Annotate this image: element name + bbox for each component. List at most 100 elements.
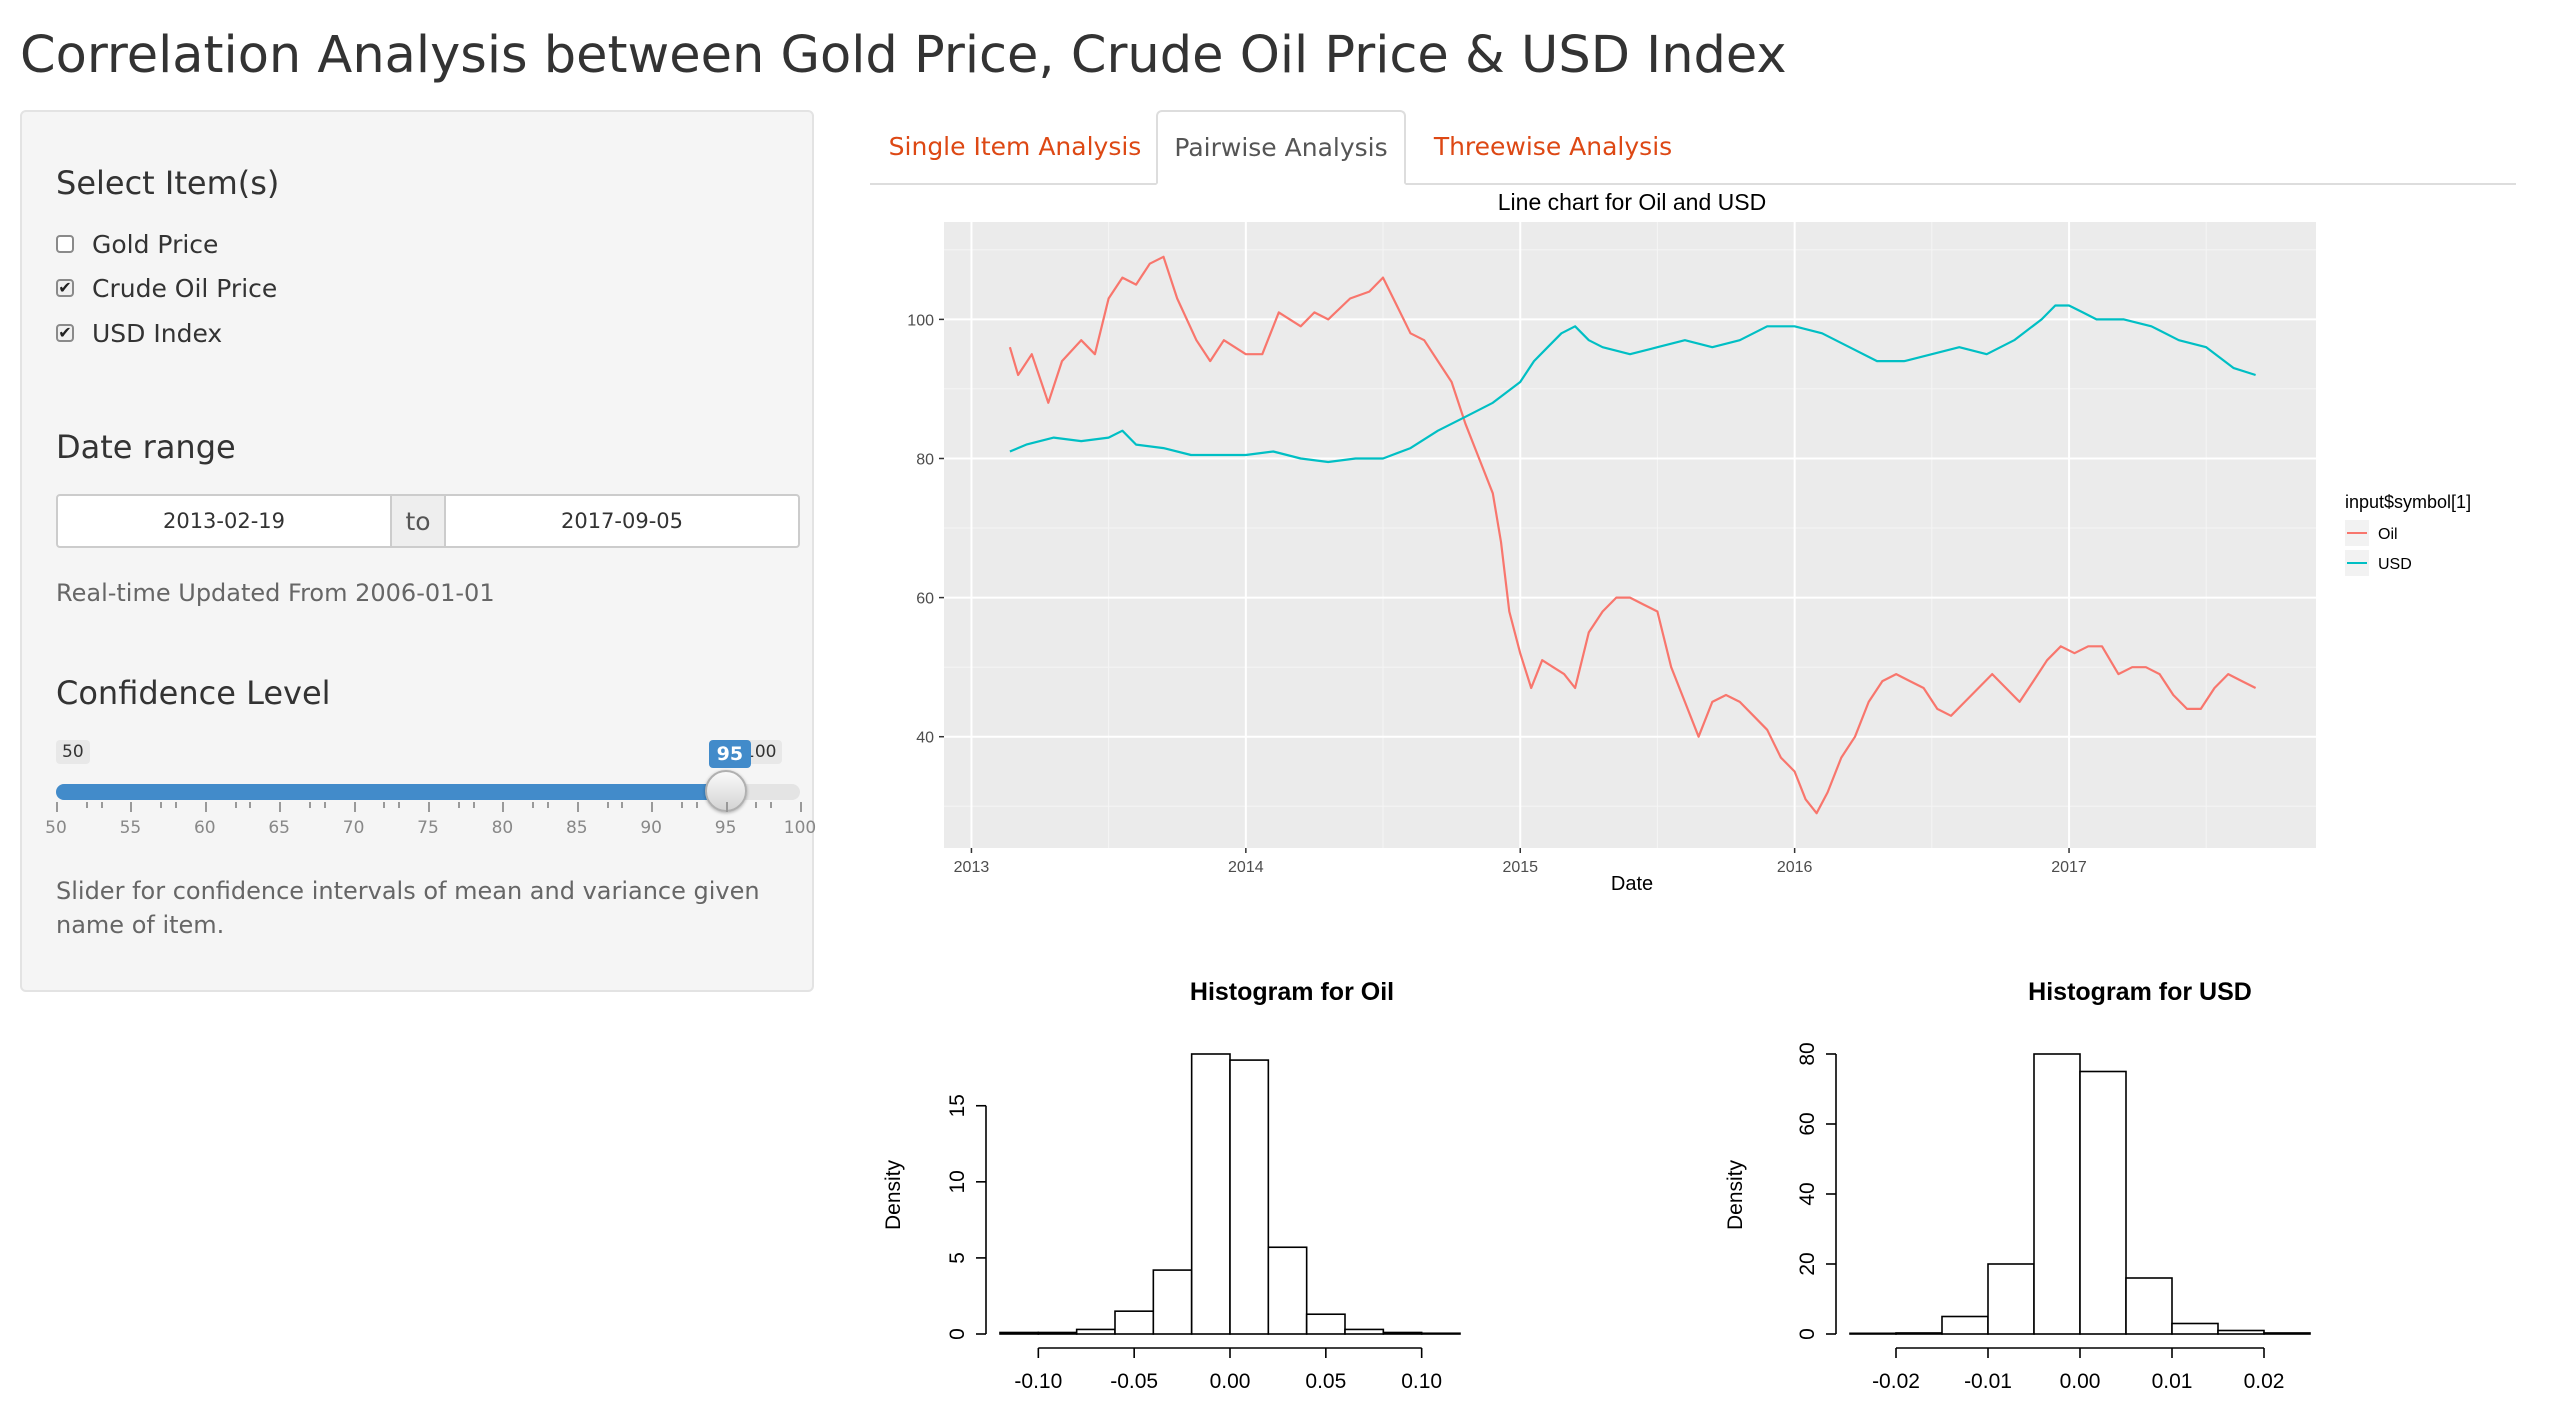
slider-tick-label: 90 bbox=[640, 818, 663, 838]
y-tick-label: 20 bbox=[1796, 1252, 1819, 1275]
checkbox-box-oil[interactable]: ✔ bbox=[56, 279, 74, 297]
x-tick-label: -0.10 bbox=[1014, 1370, 1062, 1393]
checkbox-label: Gold Price bbox=[92, 229, 219, 259]
x-tick-label: -0.01 bbox=[1964, 1370, 2012, 1393]
slider-minor-tick bbox=[606, 802, 609, 808]
y-tick-label: 40 bbox=[916, 730, 934, 747]
y-tick-label: 60 bbox=[1796, 1112, 1819, 1135]
slider-minor-tick bbox=[249, 802, 252, 808]
y-tick-label: 80 bbox=[1796, 1042, 1819, 1065]
histogram-bar bbox=[1895, 1332, 1943, 1335]
histogram-bar bbox=[2125, 1277, 2173, 1335]
slider-min-label: 50 bbox=[56, 740, 90, 764]
slider-tick bbox=[279, 802, 282, 812]
checkmark-icon: ✔ bbox=[58, 278, 72, 297]
y-tick-label: 0 bbox=[1796, 1328, 1819, 1340]
date-start-input[interactable]: 2013-02-19 bbox=[56, 494, 392, 548]
slider-tick-label: 55 bbox=[119, 818, 142, 838]
legend-label-usd: USD bbox=[2378, 556, 2412, 573]
histogram-bar bbox=[1267, 1246, 1308, 1335]
slider-minor-tick bbox=[398, 802, 401, 808]
slider-tick bbox=[800, 802, 802, 812]
checkbox-box-gold[interactable] bbox=[56, 235, 74, 253]
slider-tick-label: 80 bbox=[491, 818, 514, 838]
x-tick-label: 2013 bbox=[954, 859, 990, 876]
checkbox-gold-price[interactable]: Gold Price bbox=[56, 226, 218, 262]
confidence-level-heading: Confidence Level bbox=[56, 674, 331, 712]
histogram-usd: Histogram for USD Density -0.02 -0.01 0.00… bbox=[1724, 978, 2311, 1393]
slider-ticks: 50 55 60 65 70 75 80 85 90 95 100 bbox=[22, 802, 816, 852]
tab-threewise-analysis[interactable]: Threewise Analysis bbox=[1433, 132, 1673, 161]
checkmark-icon: ✔ bbox=[58, 323, 72, 342]
histogram-bar bbox=[1987, 1263, 2035, 1335]
slider-tick bbox=[725, 802, 728, 812]
plot-panel bbox=[944, 222, 2316, 848]
histogram-bar bbox=[2263, 1332, 2311, 1335]
histogram-bar bbox=[1229, 1059, 1270, 1335]
checkbox-box-usd[interactable]: ✔ bbox=[56, 324, 74, 342]
slider-minor-tick bbox=[695, 802, 698, 808]
line-chart: Line chart for Oil and USD 40 60 80 100 2013… bbox=[907, 189, 2471, 895]
slider-tick bbox=[502, 802, 505, 812]
slider-tick-label: 85 bbox=[565, 818, 588, 838]
slider-minor-tick bbox=[532, 802, 535, 808]
x-tick-label: 0.10 bbox=[1401, 1370, 1442, 1393]
slider-minor-tick bbox=[308, 802, 311, 808]
date-help-text: Real-time Updated From 2006-01-01 bbox=[56, 579, 495, 607]
slider-minor-tick bbox=[323, 802, 326, 808]
slider-value-label: 95 bbox=[708, 740, 752, 768]
histogram-bar bbox=[1344, 1328, 1385, 1335]
histogram-bar bbox=[1190, 1053, 1231, 1335]
x-tick-label: 2017 bbox=[2051, 859, 2087, 876]
histogram-bar bbox=[1305, 1313, 1346, 1335]
x-tick-label: 2014 bbox=[1228, 859, 1264, 876]
histogram-oil-ylabel: Density bbox=[882, 1159, 905, 1230]
histogram-bar bbox=[2033, 1053, 2081, 1335]
histogram-bar bbox=[2217, 1329, 2265, 1335]
slider-minor-tick bbox=[457, 802, 460, 808]
x-tick-label: 2016 bbox=[1777, 859, 1813, 876]
legend-label-oil: Oil bbox=[2378, 526, 2398, 543]
slider-minor-tick bbox=[383, 802, 386, 808]
histogram-bar bbox=[1075, 1328, 1116, 1335]
tab-single-item-analysis[interactable]: Single Item Analysis bbox=[888, 132, 1142, 161]
slider-minor-tick bbox=[85, 802, 88, 808]
histogram-usd-ylabel: Density bbox=[1724, 1159, 1747, 1230]
series-line-oil bbox=[1008, 255, 2257, 815]
date-end-input[interactable]: 2017-09-05 bbox=[444, 494, 800, 548]
y-tick-label: 15 bbox=[946, 1094, 969, 1117]
slider-minor-tick bbox=[234, 802, 237, 808]
slider-minor-tick bbox=[621, 802, 624, 808]
slider-tick-label: 65 bbox=[268, 818, 291, 838]
histogram-bar bbox=[2079, 1070, 2127, 1335]
histogram-bar bbox=[2171, 1322, 2219, 1335]
tab-pairwise-analysis[interactable]: Pairwise Analysis bbox=[1156, 110, 1406, 185]
slider-minor-tick bbox=[755, 802, 758, 808]
slider-minor-tick bbox=[472, 802, 475, 808]
line-chart-title: Line chart for Oil and USD bbox=[1498, 189, 1766, 215]
histogram-bar bbox=[1382, 1331, 1423, 1335]
histogram-bar bbox=[1849, 1332, 1897, 1335]
slider-minor-tick bbox=[100, 802, 103, 808]
x-tick-label: 0.02 bbox=[2244, 1370, 2285, 1393]
slider-minor-tick bbox=[160, 802, 163, 808]
histogram-bar bbox=[1114, 1310, 1155, 1335]
slider-minor-tick bbox=[770, 802, 773, 808]
slider-minor-tick bbox=[547, 802, 550, 808]
select-items-heading: Select Item(s) bbox=[56, 164, 280, 202]
x-tick-label: 0.00 bbox=[2060, 1370, 2101, 1393]
legend-title: input$symbol[1] bbox=[2345, 492, 2471, 512]
histogram-bar bbox=[999, 1331, 1040, 1335]
line-chart-legend: input$symbol[1] Oil USD bbox=[2345, 492, 2471, 576]
y-tick-label: 60 bbox=[916, 591, 934, 608]
y-tick-label: 5 bbox=[946, 1252, 969, 1264]
x-tick-label: 0.01 bbox=[2152, 1370, 2193, 1393]
slider-tick bbox=[204, 802, 207, 812]
date-separator: to bbox=[392, 494, 444, 548]
histogram-bar bbox=[1420, 1332, 1461, 1335]
checkbox-usd-index[interactable]: ✔ USD Index bbox=[56, 315, 222, 351]
x-tick-label: 0.00 bbox=[1210, 1370, 1251, 1393]
checkbox-crude-oil-price[interactable]: ✔ Crude Oil Price bbox=[56, 270, 277, 306]
checkbox-label: Crude Oil Price bbox=[92, 273, 278, 303]
slider-tick bbox=[56, 802, 58, 812]
